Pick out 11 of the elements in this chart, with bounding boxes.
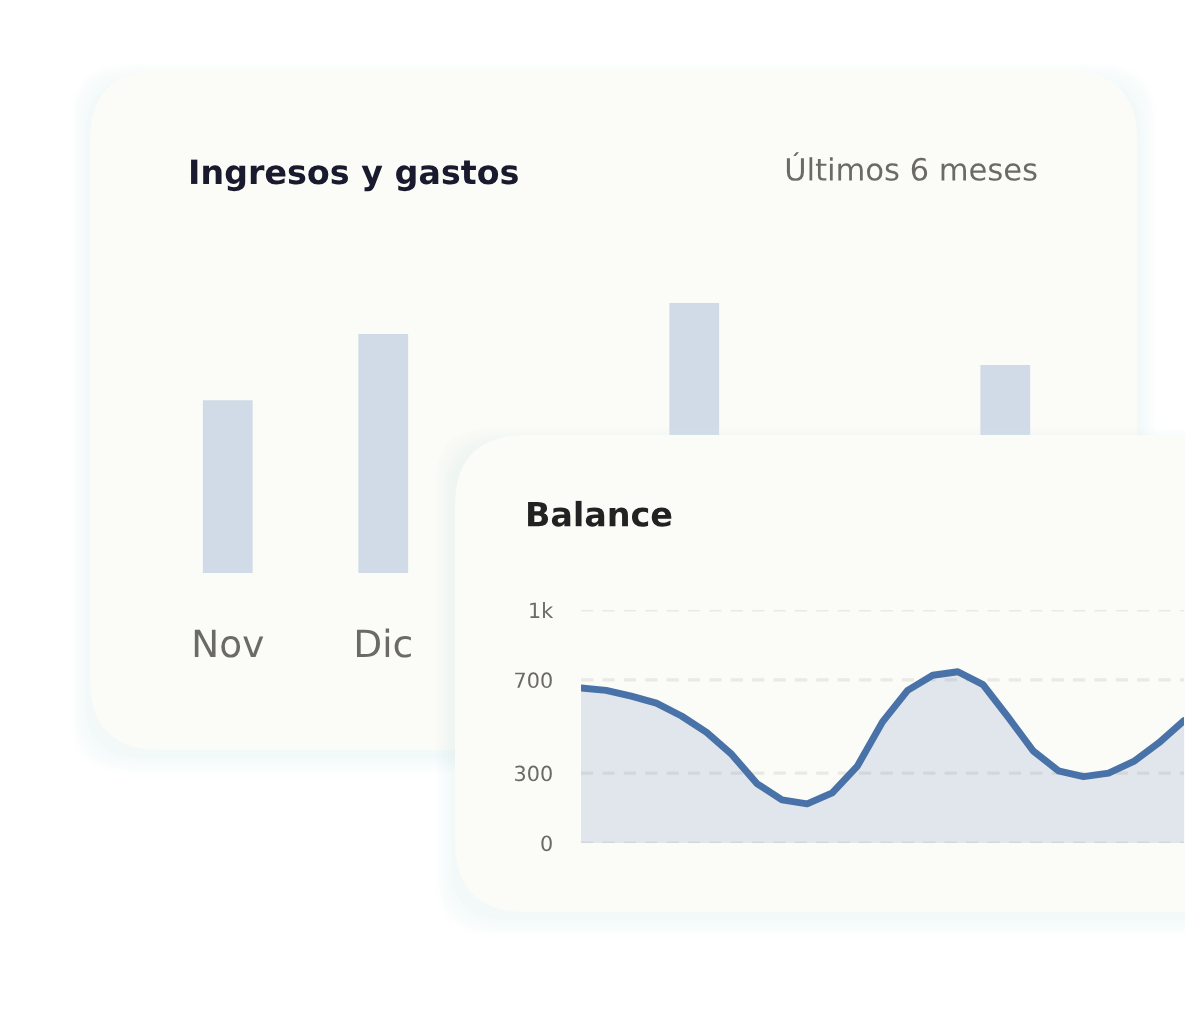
bar [358,334,409,573]
y-tick-label: 300 [515,765,552,782]
chart-title: Ingresos y gastos [191,159,518,192]
bar [202,400,253,573]
chart-subtitle: Últimos 6 meses [786,152,1037,181]
y-tick-label: 0 [541,835,552,852]
y-tick-label: 700 [515,672,552,689]
x-tick-label: Nov [194,629,264,658]
y-tick-label: 1k [530,602,554,618]
chart-title: Balance [528,500,672,527]
x-tick-label: Dic [356,628,411,658]
